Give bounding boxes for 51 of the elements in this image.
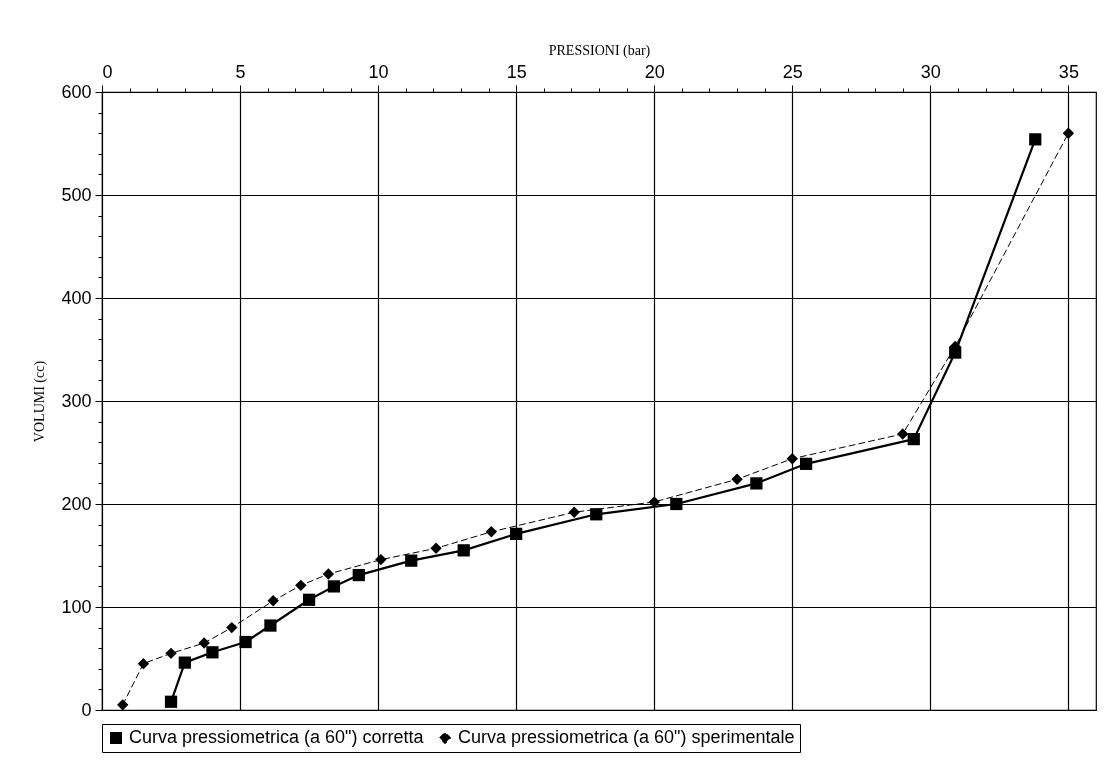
y-tick-label: 200	[61, 493, 92, 514]
y-axis-title: VOLUMI (cc)	[32, 360, 49, 443]
point	[226, 621, 238, 634]
x-tick-label: 15	[506, 61, 527, 82]
y-tick-label: 300	[61, 390, 92, 411]
point	[750, 477, 763, 490]
y-tick-label: 500	[61, 184, 92, 205]
point	[117, 699, 129, 711]
point	[799, 457, 813, 470]
point	[375, 553, 387, 566]
point	[405, 554, 418, 567]
point	[178, 656, 191, 669]
point	[264, 619, 277, 632]
point	[731, 473, 743, 485]
point	[1062, 127, 1075, 139]
point	[198, 637, 210, 649]
y-tick-label: 400	[61, 287, 92, 308]
point	[568, 506, 580, 518]
point	[164, 695, 178, 708]
point	[1029, 133, 1042, 146]
legend-label: Curva pressiometrica (a 60") corretta	[129, 727, 425, 747]
point	[322, 568, 335, 580]
point	[239, 635, 252, 649]
point	[165, 647, 177, 660]
point	[430, 542, 442, 554]
y-tick-label: 600	[61, 81, 92, 102]
x-tick-label: 25	[782, 61, 803, 82]
point	[302, 593, 316, 606]
point	[670, 497, 683, 511]
y-tick-label: 0	[81, 699, 92, 720]
point	[786, 452, 798, 465]
y-tick-label: 100	[61, 596, 92, 617]
point	[267, 595, 279, 607]
point	[206, 646, 219, 659]
x-tick-label: 30	[920, 61, 941, 82]
point	[327, 580, 341, 593]
point	[295, 579, 307, 592]
point	[137, 657, 150, 670]
point	[485, 526, 498, 538]
point	[510, 527, 523, 540]
legend-label: Curva pressiometrica (a 60") sperimentale	[458, 727, 795, 747]
point	[907, 432, 920, 446]
x-tick-label: 35	[1058, 61, 1079, 82]
x-tick-label: 5	[235, 61, 246, 82]
x-tick-label: 20	[644, 61, 665, 82]
x-axis-title: PRESSIONI (bar)	[548, 42, 651, 59]
point	[457, 544, 470, 557]
x-tick-label: 0	[102, 61, 113, 82]
point	[897, 428, 909, 440]
point	[352, 568, 365, 582]
x-tick-label: 10	[368, 61, 389, 82]
